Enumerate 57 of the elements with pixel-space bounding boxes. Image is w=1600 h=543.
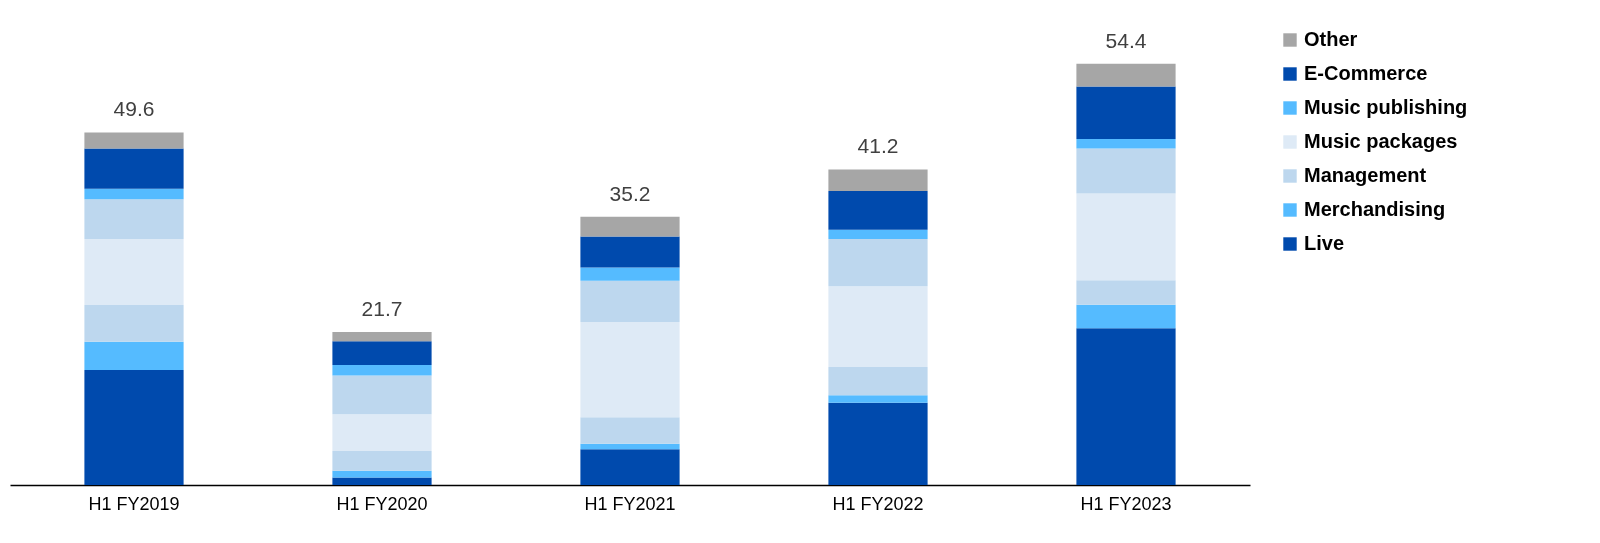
bar [1076,328,1176,485]
bar [84,148,184,189]
bar [580,216,680,237]
annotation: 54.4 [1105,28,1147,52]
annotation: 21.7 [361,297,403,321]
x-tick-label: H1 FY2019 [88,493,180,514]
bar [828,395,928,403]
bar [332,332,432,342]
bar [84,238,184,306]
bar [332,341,432,365]
bar [332,450,432,471]
bar [828,402,928,485]
legend-label: Live [1304,232,1345,254]
x-tick-label: H1 FY2023 [1080,493,1172,514]
annotation: 49.6 [113,97,155,121]
bar [84,369,184,485]
bar [332,375,432,415]
bar [828,286,928,368]
bar [580,236,680,268]
legend-label: Management [1304,164,1427,186]
bar [828,229,928,239]
legend-label: Other [1304,28,1358,50]
bar [84,199,184,239]
x-tick-label: H1 FY2020 [336,493,428,514]
legend-label: E-Commerce [1304,62,1428,84]
bar [580,417,680,444]
bar [1076,86,1176,140]
bar [332,470,432,478]
bar [1076,280,1176,305]
bar [1076,63,1176,87]
bar [84,341,184,370]
bar [580,321,680,418]
bar [828,367,928,396]
bar [828,190,928,230]
bar [84,132,184,149]
bar [580,449,680,485]
bar [332,477,432,485]
x-tick-label: H1 FY2021 [584,493,676,514]
bar [84,305,184,342]
bar [580,280,680,322]
bar [332,364,432,376]
bar [1076,193,1176,281]
legend-label: Merchandising [1304,198,1446,220]
bar [828,238,928,287]
legend-label: Music packages [1304,130,1458,152]
annotation: 35.2 [609,181,651,205]
bar [84,188,184,200]
bar [580,443,680,450]
bar [332,414,432,451]
x-tick-label: H1 FY2022 [832,493,924,514]
legend-label: Music publishing [1304,96,1468,118]
bar [828,169,928,191]
bar [1076,139,1176,149]
annotation: 41.2 [857,134,899,158]
bar [1076,148,1176,194]
bar [1076,304,1176,329]
bar [580,267,680,281]
